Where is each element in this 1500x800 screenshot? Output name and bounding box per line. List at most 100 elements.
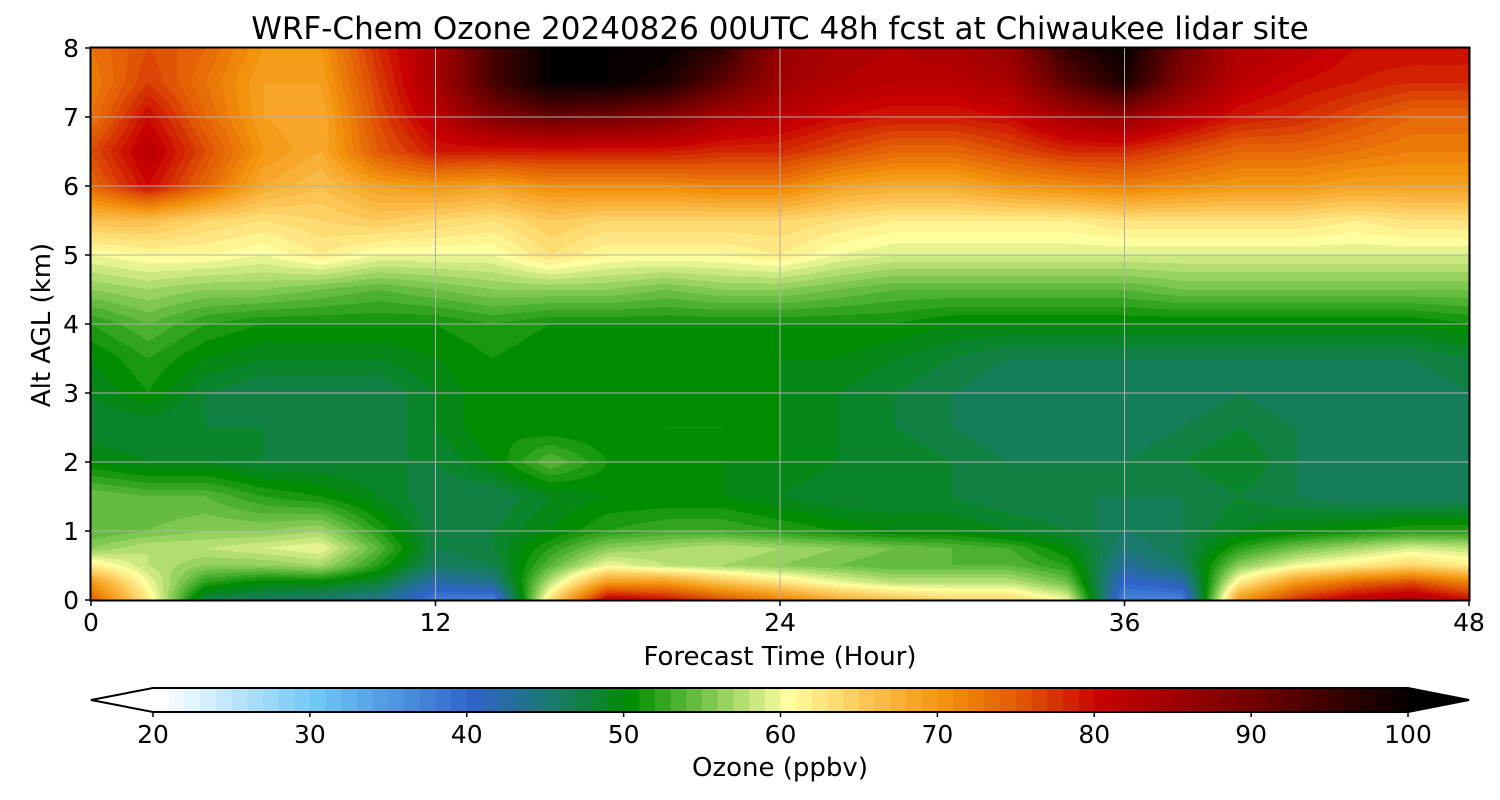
- colorbar-segment: [247, 688, 264, 712]
- colorbar-segment: [451, 688, 468, 712]
- colorbar-segment: [764, 688, 782, 712]
- colorbar: [90, 687, 1470, 713]
- colorbar-segment: [498, 688, 515, 712]
- x-tick-label: 0: [83, 608, 99, 637]
- colorbar-segment: [843, 688, 860, 712]
- colorbar-segment: [1109, 688, 1127, 712]
- colorbar-segment: [1125, 688, 1142, 712]
- colorbar-segment: [1031, 688, 1048, 712]
- colorbar-segment: [968, 688, 986, 712]
- colorbar-tick-label: 90: [1235, 720, 1267, 749]
- colorbar-segment: [200, 688, 217, 712]
- colorbar-segment: [513, 688, 531, 712]
- colorbar-segment: [1329, 688, 1346, 712]
- x-ticks: 0 12 24 36 48: [83, 600, 1485, 637]
- colorbar-segment: [560, 688, 578, 712]
- y-tick-label: 2: [63, 448, 79, 477]
- colorbar-segment: [545, 688, 562, 712]
- colorbar-segment: [670, 688, 687, 712]
- colorbar-segment: [623, 688, 640, 712]
- colorbar-segment: [749, 688, 766, 712]
- y-tick-label: 0: [63, 586, 79, 615]
- colorbar-tick-label: 100: [1384, 720, 1432, 749]
- colorbar-segment: [733, 688, 750, 712]
- colorbar-segment: [953, 688, 970, 712]
- colorbar-tick-label: 80: [1078, 720, 1110, 749]
- colorbar-tick-label: 40: [451, 720, 483, 749]
- colorbar-segment: [1188, 688, 1205, 712]
- colorbar-extend-high: [1408, 688, 1469, 712]
- colorbar-segment: [356, 688, 374, 712]
- colorbar-segment: [153, 688, 170, 712]
- y-tick-label: 3: [63, 379, 79, 408]
- colorbar-segment: [466, 688, 484, 712]
- colorbar-segment: [325, 688, 342, 712]
- colorbar-extend-low: [91, 688, 153, 712]
- colorbar-segment: [215, 688, 233, 712]
- y-tick-label: 7: [63, 103, 79, 132]
- colorbar-label: Ozone (ppbv): [692, 753, 868, 783]
- colorbar-segment: [1298, 688, 1315, 712]
- colorbar-tick-label: 60: [765, 720, 797, 749]
- x-tick-label: 48: [1453, 608, 1485, 637]
- colorbar-segment: [1094, 688, 1111, 712]
- colorbar-segment: [1141, 688, 1158, 712]
- colorbar-segment: [874, 688, 891, 712]
- colorbar-segment: [1313, 688, 1331, 712]
- colorbar-segment: [262, 688, 280, 712]
- colorbar-segment: [419, 688, 436, 712]
- colorbar-segment: [1376, 688, 1393, 712]
- colorbar-segment: [404, 688, 421, 712]
- colorbar-segment: [1204, 688, 1221, 712]
- colorbar-segment: [827, 688, 844, 712]
- colorbar-segment: [184, 688, 201, 712]
- colorbar-tick-label: 20: [137, 720, 169, 749]
- y-axis-label: Alt AGL (km): [27, 243, 57, 407]
- colorbar-segment: [1157, 688, 1174, 712]
- colorbar-tick-label: 70: [921, 720, 953, 749]
- colorbar-segment: [639, 688, 656, 712]
- colorbar-segment: [309, 688, 327, 712]
- x-tick-label: 24: [764, 608, 796, 637]
- x-tick-label: 12: [420, 608, 452, 637]
- colorbar-segment: [1345, 688, 1362, 712]
- colorbar-tick-label: 50: [608, 720, 640, 749]
- colorbar-segment: [1062, 688, 1080, 712]
- colorbar-ticks: 20 30 40 50 60 70 80 90 100: [137, 712, 1432, 749]
- colorbar-tick-label: 30: [294, 720, 326, 749]
- y-tick-label: 4: [63, 310, 79, 339]
- colorbar-segment: [686, 688, 703, 712]
- colorbar-segment: [921, 688, 938, 712]
- colorbar-segment: [984, 688, 1001, 712]
- y-tick-label: 6: [63, 172, 79, 201]
- colorbar-segment: [780, 688, 797, 712]
- colorbar-segment: [294, 688, 311, 712]
- colorbar-segment: [1235, 688, 1252, 712]
- y-tick-label: 8: [63, 34, 79, 63]
- y-ticks: 0 1 2 3 4 5 6 7 8: [63, 34, 91, 615]
- colorbar-segment: [858, 688, 876, 712]
- colorbar-segment: [168, 688, 185, 712]
- chart-title: WRF-Chem Ozone 20240826 00UTC 48h fcst a…: [251, 11, 1309, 47]
- colorbar-segment: [1251, 688, 1268, 712]
- colorbar-segment: [811, 688, 829, 712]
- colorbar-segment: [890, 688, 907, 712]
- colorbar-segment: [231, 688, 248, 712]
- colorbar-segment: [435, 688, 452, 712]
- colorbar-segment: [1282, 688, 1299, 712]
- colorbar-segment: [702, 688, 719, 712]
- y-tick-label: 1: [63, 517, 79, 546]
- colorbar-segment: [1266, 688, 1284, 712]
- x-tick-label: 36: [1109, 608, 1141, 637]
- colorbar-segment: [717, 688, 735, 712]
- colorbar-segment: [655, 688, 672, 712]
- y-tick-label: 5: [63, 241, 79, 270]
- x-axis-label: Forecast Time (Hour): [643, 642, 916, 672]
- colorbar-segment: [1360, 688, 1378, 712]
- colorbar-segment: [1015, 688, 1033, 712]
- colorbar-segment: [576, 688, 593, 712]
- colorbar-segment: [1047, 688, 1064, 712]
- colorbar-segment: [1000, 688, 1017, 712]
- grid-lines: [91, 48, 1469, 600]
